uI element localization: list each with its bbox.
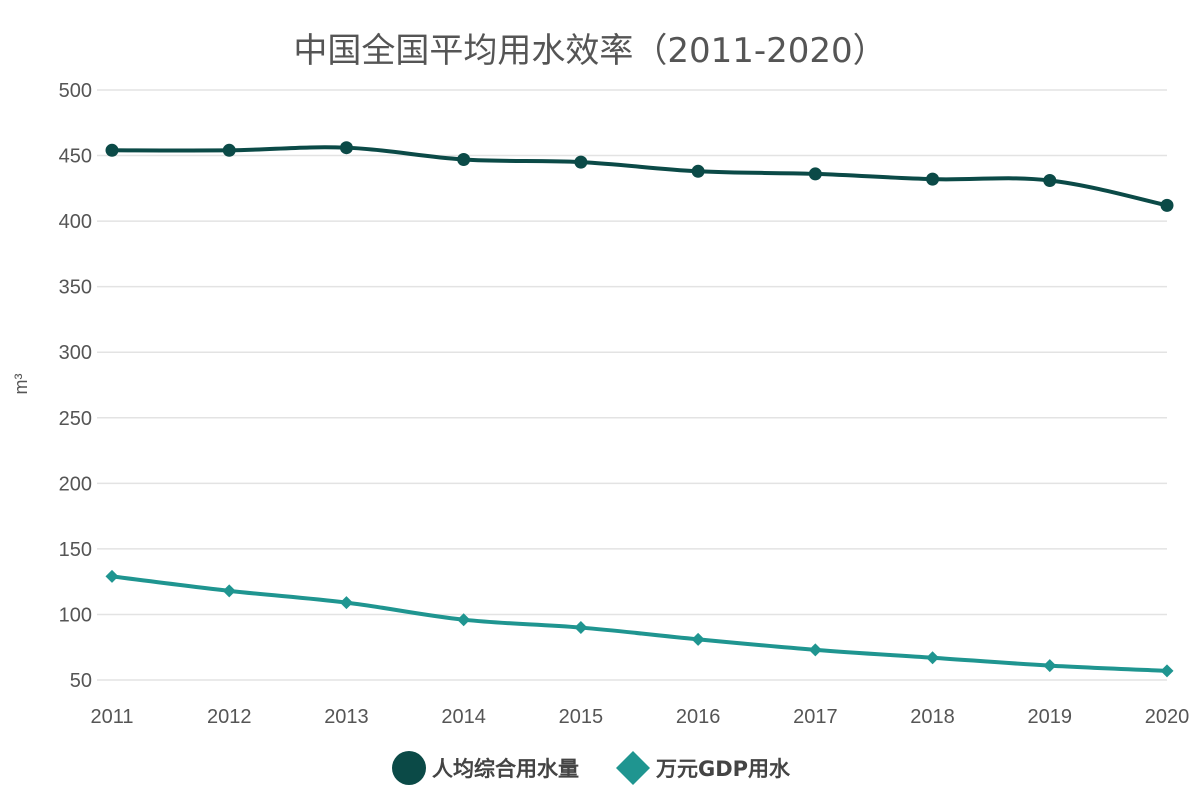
y-tick-label: 300 bbox=[59, 342, 92, 364]
x-tick-label: 2016 bbox=[676, 706, 721, 728]
y-tick-label: 350 bbox=[59, 277, 92, 299]
x-tick-label: 2020 bbox=[1145, 706, 1190, 728]
data-point[interactable] bbox=[691, 164, 705, 178]
data-point[interactable] bbox=[1043, 659, 1057, 673]
x-tick-label: 2011 bbox=[90, 706, 133, 728]
data-point[interactable] bbox=[457, 613, 471, 627]
data-point[interactable] bbox=[808, 167, 822, 181]
data-point[interactable] bbox=[574, 621, 588, 635]
legend-item-2[interactable]: 万元GDP用水 bbox=[616, 751, 791, 785]
y-axis-ticks: 50 100 150 200 250 300 350 400 450 500 bbox=[59, 80, 92, 692]
y-tick-label: 250 bbox=[59, 408, 92, 430]
legend-circle-icon bbox=[392, 751, 426, 785]
data-point[interactable] bbox=[339, 596, 353, 610]
series-1 bbox=[105, 141, 1174, 212]
data-point[interactable] bbox=[105, 569, 119, 583]
data-point[interactable] bbox=[457, 152, 471, 166]
legend[interactable]: 人均综合用水量 万元GDP用水 bbox=[392, 751, 791, 785]
data-point[interactable] bbox=[222, 143, 236, 157]
data-point[interactable] bbox=[1160, 664, 1174, 678]
data-point[interactable] bbox=[339, 141, 353, 155]
y-tick-label: 200 bbox=[59, 473, 92, 495]
data-point[interactable] bbox=[926, 651, 940, 665]
legend-label: 万元GDP用水 bbox=[655, 757, 791, 781]
x-tick-label: 2017 bbox=[793, 706, 838, 728]
series-2 bbox=[105, 569, 1174, 678]
data-point[interactable] bbox=[808, 643, 822, 657]
x-axis-ticks: 2011 2012 2013 2014 2015 2016 2017 2018 2019 2020 bbox=[90, 706, 1189, 728]
x-tick-label: 2014 bbox=[441, 706, 486, 728]
data-point[interactable] bbox=[222, 584, 236, 598]
y-tick-label: 450 bbox=[59, 146, 92, 168]
y-tick-label: 400 bbox=[59, 211, 92, 233]
data-point[interactable] bbox=[926, 172, 940, 186]
x-tick-label: 2013 bbox=[324, 706, 369, 728]
chart-title: 中国全国平均用水效率（2011-2020） bbox=[293, 31, 886, 71]
legend-diamond-icon bbox=[616, 751, 650, 785]
y-tick-label: 150 bbox=[59, 539, 92, 561]
y-axis-label: m³ bbox=[11, 374, 31, 395]
series-line bbox=[110, 574, 1169, 673]
x-tick-label: 2019 bbox=[1028, 706, 1073, 728]
x-tick-label: 2015 bbox=[559, 706, 604, 728]
data-point[interactable] bbox=[691, 632, 705, 646]
y-tick-label: 500 bbox=[59, 80, 92, 102]
y-tick-label: 100 bbox=[59, 604, 92, 626]
data-point[interactable] bbox=[105, 143, 119, 157]
grid-lines bbox=[97, 89, 1167, 681]
series-line bbox=[110, 145, 1169, 208]
y-tick-label: 50 bbox=[70, 670, 92, 692]
legend-label: 人均综合用水量 bbox=[432, 757, 579, 781]
series-group bbox=[105, 141, 1174, 678]
x-tick-label: 2018 bbox=[910, 706, 955, 728]
data-point[interactable] bbox=[574, 155, 588, 169]
data-point[interactable] bbox=[1043, 173, 1057, 187]
data-point[interactable] bbox=[1160, 198, 1174, 212]
legend-item-1[interactable]: 人均综合用水量 bbox=[392, 751, 579, 785]
x-tick-label: 2012 bbox=[207, 706, 252, 728]
